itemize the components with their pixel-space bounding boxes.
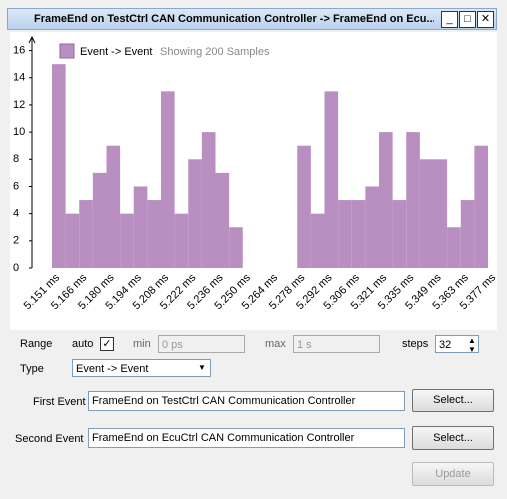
bar [174, 213, 189, 268]
bar [324, 91, 339, 268]
label: auto [72, 338, 94, 350]
bar [419, 159, 434, 268]
second-event-input[interactable]: FrameEnd on EcuCtrl CAN Communication Co… [88, 428, 405, 448]
y-tick-label: 2 [13, 235, 19, 247]
y-tick-label: 0 [13, 262, 19, 274]
bar [379, 132, 393, 268]
max-input[interactable]: 1 s [293, 335, 380, 353]
chart: Event -> Event Showing 200 Samples 0 2 4 6 8… [10, 32, 497, 330]
bar [229, 227, 243, 268]
spinner[interactable]: ▲ ▼ [468, 336, 476, 354]
label: Range [20, 338, 53, 350]
bar [215, 172, 230, 268]
bar [338, 200, 352, 268]
update-button[interactable]: Update [412, 462, 494, 486]
legend-swatch [59, 43, 75, 59]
y-tick-label: 12 [13, 99, 25, 111]
subtitle: Showing 200 Samples [160, 46, 270, 58]
bar [433, 159, 448, 268]
auto-checkbox[interactable]: ✓ [100, 337, 114, 351]
steps-input[interactable]: 32 [435, 335, 479, 353]
label: First Event [33, 396, 86, 408]
axis-arrow [28, 35, 36, 44]
min-input[interactable]: 0 ps [158, 335, 245, 353]
bar [52, 64, 66, 268]
bar [447, 227, 461, 268]
y-tick-label: 14 [13, 72, 25, 84]
maximize[interactable]: □ [459, 11, 476, 28]
legend-label: Event -> Event [80, 46, 152, 58]
bar [297, 145, 311, 268]
y-tick-label: 10 [13, 126, 25, 138]
label: max [265, 338, 286, 350]
title-bar: FrameEnd on TestCtrl CAN Communication C… [7, 8, 497, 30]
bar [201, 132, 216, 268]
type-select[interactable]: Event -> Event [72, 359, 211, 377]
minimize[interactable]: _ [441, 11, 458, 28]
close[interactable]: ✕ [477, 11, 494, 28]
bar [351, 200, 366, 268]
bar [106, 145, 121, 268]
bar [79, 200, 93, 268]
select-button[interactable]: Select... [412, 426, 494, 450]
first-event-input[interactable]: FrameEnd on TestCtrl CAN Communication C… [88, 391, 405, 411]
bar [147, 200, 161, 268]
bar [188, 159, 202, 268]
dropdown-arrow[interactable]: ▼ [198, 363, 206, 372]
label: Second Event [15, 433, 84, 445]
bar [310, 213, 325, 268]
bar [392, 200, 407, 268]
y-tick-label: 6 [13, 180, 19, 192]
y-tick-label: 4 [13, 208, 19, 220]
bar [406, 132, 420, 268]
y-tick-label: 16 [13, 44, 25, 56]
label: min [133, 338, 151, 350]
bar [460, 200, 475, 268]
label: steps [402, 338, 429, 350]
y-tick-label: 8 [13, 153, 19, 165]
bar [92, 172, 107, 268]
bar [133, 186, 148, 268]
select-button[interactable]: Select... [412, 389, 494, 412]
bar [65, 213, 80, 268]
bar [120, 213, 134, 268]
bar [474, 145, 488, 268]
window-title: FrameEnd on TestCtrl CAN Communication C… [34, 13, 434, 25]
bar [161, 91, 175, 268]
bar [365, 186, 379, 268]
label: Type [20, 363, 44, 375]
